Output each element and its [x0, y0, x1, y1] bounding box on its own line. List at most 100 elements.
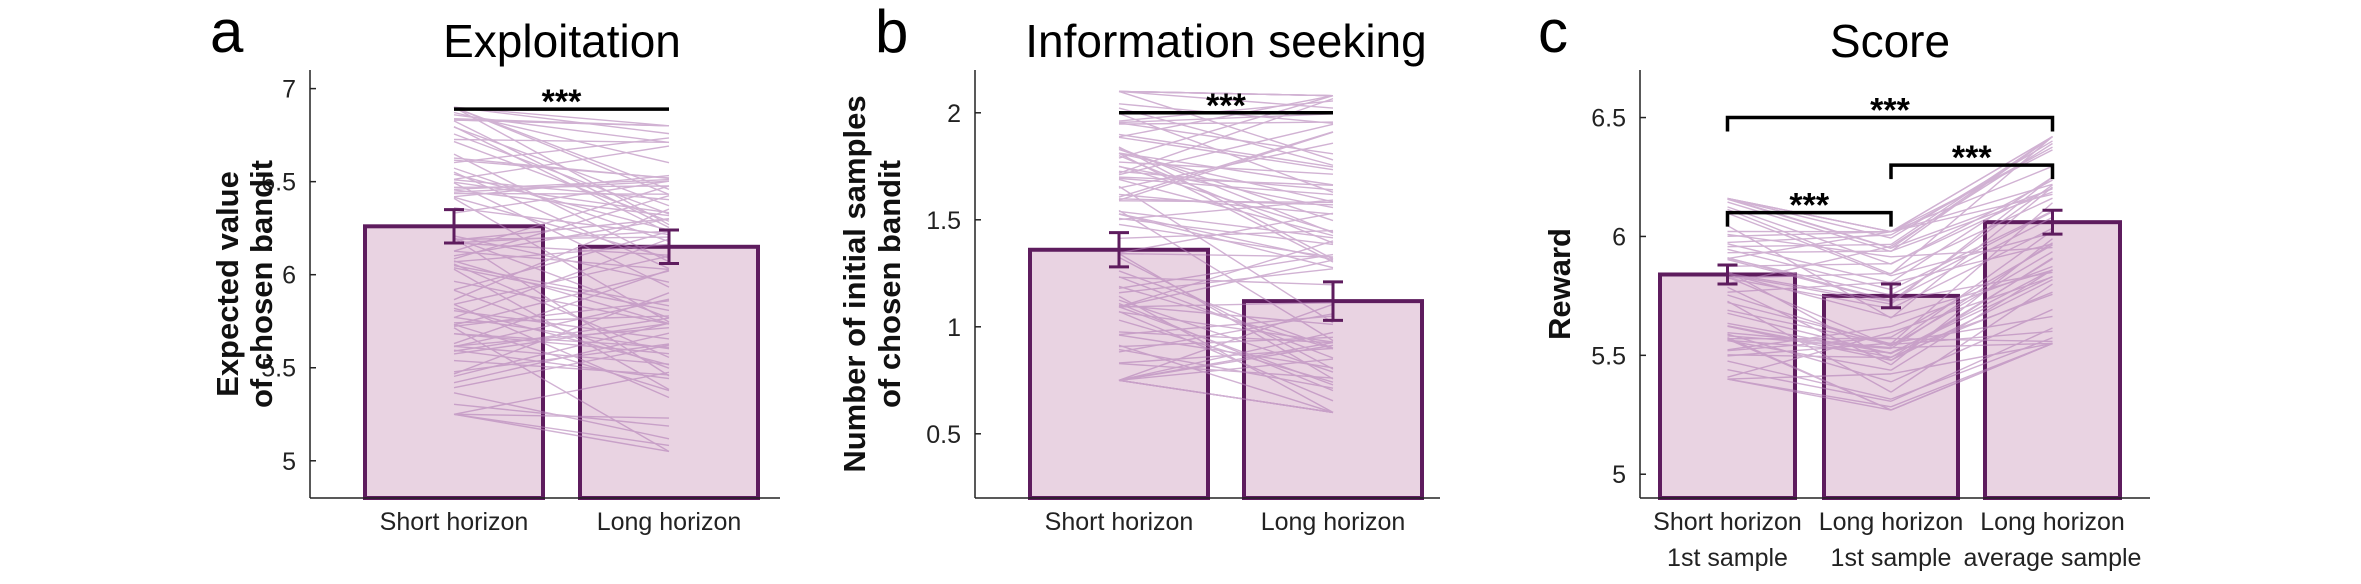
bar-0 — [1658, 272, 1797, 500]
subject-line — [1890, 135, 2053, 233]
subject-line — [453, 303, 670, 399]
subject-line — [1890, 211, 2053, 296]
subject-line — [453, 181, 670, 214]
subject-line — [1890, 283, 2053, 393]
subject-line — [1118, 154, 1334, 244]
y-axis-label: of chosen bandit — [244, 160, 279, 408]
subject-line — [453, 167, 670, 243]
subject-line — [1118, 94, 1334, 138]
y-tick-label: 5.5 — [261, 355, 296, 383]
subject-line — [1890, 216, 2053, 302]
subject-line — [1890, 238, 2053, 366]
subject-line — [453, 269, 670, 345]
bar-0 — [363, 224, 545, 500]
subject-line — [1727, 369, 1892, 402]
subject-line — [1890, 269, 2053, 355]
subject-line — [453, 138, 670, 144]
y-tick-label: 0.5 — [926, 421, 961, 449]
subject-line — [453, 185, 670, 252]
subject-line — [1118, 152, 1334, 186]
x-tick-label: Short horizon — [1045, 508, 1194, 536]
y-axis-label: Reward — [1542, 228, 1577, 340]
subject-line — [1890, 193, 2053, 233]
panel-letter-a: a — [210, 0, 244, 65]
subject-line — [1727, 354, 1892, 359]
subject-line — [453, 260, 670, 325]
subject-line — [1727, 208, 1892, 275]
subject-line — [453, 106, 670, 135]
subject-line — [1118, 295, 1334, 414]
y-tick-label: 5.5 — [1591, 342, 1626, 370]
subject-line — [1727, 272, 1892, 279]
significance-label: *** — [1870, 92, 1910, 130]
subject-line — [453, 106, 670, 196]
subject-line — [453, 153, 670, 263]
subject-line — [453, 345, 670, 365]
subject-line — [1727, 243, 1892, 248]
subject-line — [1118, 213, 1334, 269]
subject-line — [453, 359, 670, 376]
subject-line — [1727, 281, 1892, 293]
y-axis-label: of chosen bandit — [872, 160, 907, 408]
subject-line — [453, 267, 670, 312]
subject-line — [1118, 165, 1334, 209]
subject-line — [453, 192, 670, 195]
subject-line — [1118, 131, 1334, 201]
subject-line — [453, 316, 670, 350]
subject-line — [1890, 136, 2053, 275]
subject-line — [1727, 373, 1892, 380]
subject-line — [1890, 135, 2053, 246]
y-tick-label: 6 — [1612, 223, 1626, 251]
subject-line — [1118, 95, 1334, 159]
subject-line — [1727, 337, 1892, 411]
subject-line — [453, 270, 670, 326]
subject-line — [1890, 342, 2053, 375]
subject-line — [1890, 184, 2053, 302]
x-tick-label: 1st sample — [1831, 544, 1952, 572]
subject-line — [453, 235, 670, 283]
panel-title-c: Score — [1830, 15, 1950, 67]
x-tick-label: Long horizon — [597, 508, 742, 536]
subject-line — [1118, 299, 1334, 373]
subject-line — [453, 207, 670, 236]
subject-line — [453, 263, 670, 359]
subject-line — [1118, 302, 1334, 392]
subject-line — [1727, 248, 1892, 291]
subject-line — [1890, 140, 2053, 239]
subject-line — [1890, 176, 2053, 283]
subject-line — [453, 218, 670, 257]
subject-line — [453, 126, 670, 234]
subject-line — [1727, 301, 1892, 345]
subject-line — [1118, 379, 1334, 414]
significance-label: *** — [542, 83, 582, 121]
subject-line — [1118, 123, 1334, 176]
subject-line — [1118, 331, 1334, 344]
subject-line — [1890, 232, 2053, 277]
subject-line — [1118, 198, 1334, 206]
panel-b: b Information seeking 0.5 1 1.5 2 Number of … — [837, 0, 1440, 536]
subject-line — [1727, 273, 1892, 305]
significance-bracket — [1725, 115, 2055, 132]
subject-line — [1118, 152, 1334, 263]
subject-line — [1118, 97, 1334, 174]
subject-line — [1727, 243, 1892, 284]
subject-line — [1118, 310, 1334, 402]
subject-line — [1727, 257, 1892, 296]
y-axis-label: Expected value — [210, 171, 245, 397]
subject-line — [453, 317, 670, 352]
subject-lines — [453, 106, 670, 453]
subject-line — [1890, 183, 2053, 233]
subject-line — [1727, 325, 1892, 361]
x-tick-label: average sample — [1964, 544, 2142, 572]
subject-lines — [1727, 135, 2053, 411]
subject-line — [1118, 122, 1334, 155]
subject-line — [453, 173, 670, 231]
subject-line — [1890, 191, 2053, 252]
subject-line — [453, 322, 670, 378]
y-tick-label: 7 — [282, 76, 296, 104]
subject-line — [1727, 312, 1892, 355]
panel-c: c Score 5 5.5 6 6.5 Reward Short horizon 1st s… — [1538, 0, 2150, 572]
subject-line — [1727, 206, 1892, 265]
subject-line — [453, 298, 670, 348]
panel-title-a: Exploitation — [443, 15, 681, 67]
